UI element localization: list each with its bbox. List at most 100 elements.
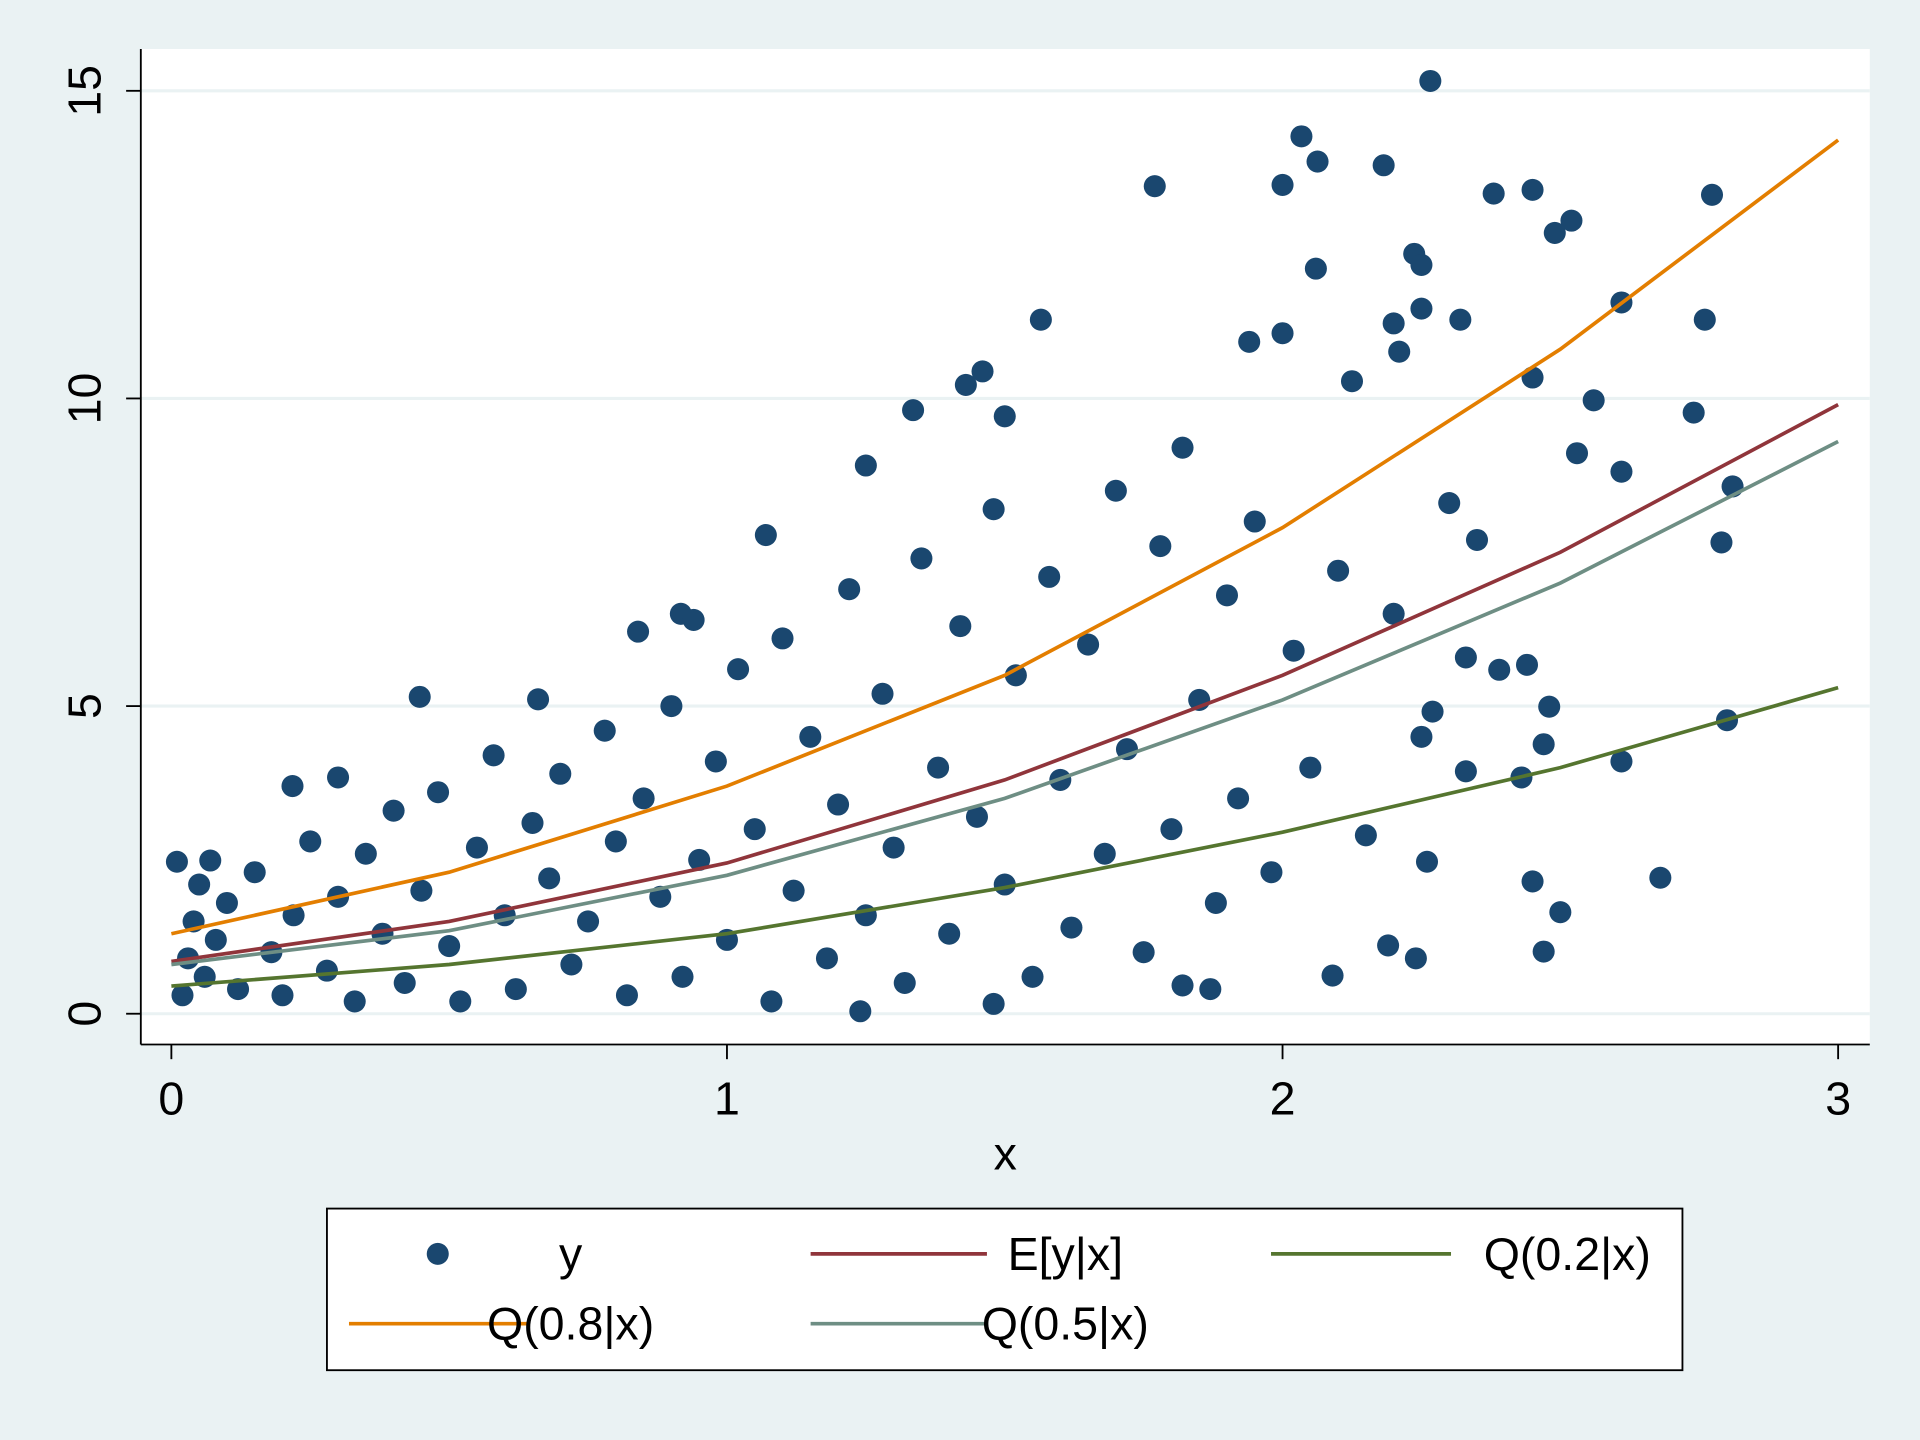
point [1482,182,1505,205]
point [449,990,472,1013]
point [1521,178,1544,201]
point [1260,861,1283,884]
point [1382,602,1405,625]
point [1060,916,1083,939]
point [1693,308,1716,331]
point [577,910,600,933]
point [560,953,583,976]
point [204,928,227,951]
point [438,935,461,958]
point [465,836,488,859]
point [1271,322,1294,345]
point [1421,700,1444,723]
point [1340,370,1364,393]
point [871,682,894,705]
point [1682,401,1705,424]
point [971,360,994,383]
legend-label: y [559,1228,583,1280]
point [1438,492,1461,515]
point [1543,221,1566,244]
point [727,658,750,681]
point [1415,850,1439,873]
point [282,904,305,927]
point [1488,658,1511,681]
point [1038,565,1061,588]
point [382,799,405,822]
legend-label: Q(0.8|x) [487,1298,654,1350]
point [704,750,727,773]
point [1610,750,1633,773]
point [743,818,766,841]
point [1410,725,1433,748]
point [1290,125,1313,148]
x-tick-label: 1 [714,1072,740,1124]
point [771,627,794,650]
point [815,947,838,970]
point [1388,340,1411,363]
point [671,965,694,988]
point [682,608,705,631]
point [615,984,638,1007]
point [315,959,338,982]
point [1582,389,1605,412]
point [1199,978,1222,1001]
point [882,836,905,859]
point [910,547,933,570]
line [171,685,1839,988]
point [660,695,683,718]
point [604,830,627,853]
point [982,992,1005,1015]
point [199,849,222,872]
x-axis-label: x [994,1127,1017,1179]
point [1610,460,1633,483]
point [627,620,650,643]
point [1372,154,1395,177]
point [188,873,211,896]
point [1215,584,1239,607]
point [1354,824,1377,847]
y-tick-label: 0 [58,1001,110,1027]
point [1171,974,1194,997]
point [1304,257,1327,280]
y-tick-label: 5 [58,693,110,719]
point [1029,308,1052,331]
point [938,922,961,945]
line [171,439,1839,967]
point [1700,183,1724,206]
legend-label: Q(0.5|x) [982,1298,1149,1350]
point [227,978,250,1001]
point [271,984,294,1007]
point [593,719,616,742]
point [1538,695,1561,718]
point [1410,253,1433,276]
point [782,879,805,902]
point [1160,818,1183,841]
point [327,766,350,789]
point [1404,947,1427,970]
point [215,891,238,914]
point [1565,442,1589,465]
point [299,830,322,853]
point [1327,559,1350,582]
point [1306,150,1329,173]
point [354,842,377,865]
point [902,399,925,422]
point [1204,891,1227,914]
point [1021,965,1044,988]
point [854,454,877,477]
point [1321,964,1344,987]
point [410,879,433,902]
point [427,781,450,804]
point [504,978,527,1001]
point [1532,940,1555,963]
point [1004,664,1027,687]
point [1521,870,1544,893]
point [1521,366,1544,389]
point [1227,787,1250,810]
point [993,405,1016,428]
point [393,971,416,994]
point [754,524,777,547]
line [170,138,1840,936]
point [954,373,977,396]
